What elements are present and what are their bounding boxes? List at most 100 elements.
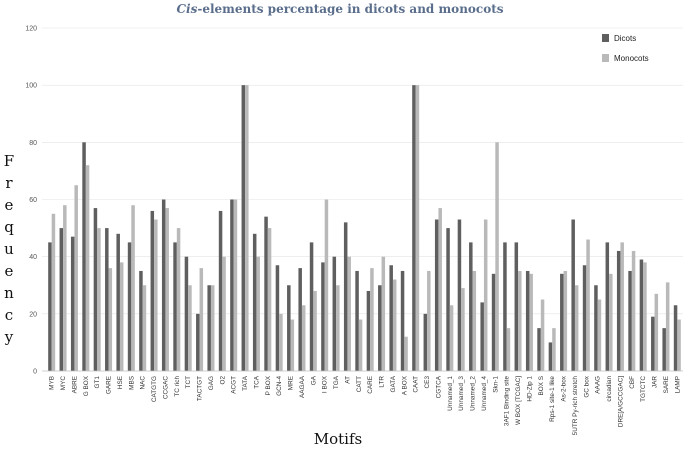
bar-dicots bbox=[355, 270, 359, 371]
bar-dicots bbox=[446, 228, 450, 371]
bar-monocots bbox=[85, 165, 90, 371]
bar-monocots bbox=[188, 285, 192, 371]
y-tick-label: 0 bbox=[33, 369, 37, 376]
bar-monocots bbox=[245, 85, 249, 372]
bar-monocots bbox=[97, 228, 101, 371]
x-tick-label: GC box bbox=[583, 375, 590, 397]
x-tick-label: MYB bbox=[49, 376, 56, 390]
bar-monocots bbox=[495, 142, 499, 371]
bar-dicots bbox=[309, 242, 314, 371]
x-tick-label: CGTCA bbox=[435, 375, 442, 398]
bar-monocots bbox=[336, 285, 340, 371]
bar-dicots bbox=[412, 85, 416, 372]
x-tick-label: CAAT bbox=[413, 376, 420, 393]
x-tick-label: AAAG bbox=[595, 376, 602, 394]
bar-dicots bbox=[594, 285, 598, 371]
bar-dicots bbox=[207, 285, 211, 371]
bar-monocots bbox=[290, 319, 295, 371]
y-tick-label: 40 bbox=[29, 254, 37, 261]
x-tick-label: CBF bbox=[629, 376, 636, 389]
bar-monocots bbox=[154, 219, 158, 371]
bar-dicots bbox=[275, 265, 280, 371]
bar-monocots bbox=[529, 273, 533, 371]
bar-monocots bbox=[51, 213, 56, 371]
bar-monocots bbox=[233, 199, 238, 371]
bar-dicots bbox=[196, 313, 200, 371]
bar-monocots bbox=[63, 205, 67, 371]
bar-dicots bbox=[673, 305, 678, 371]
bars bbox=[48, 85, 681, 372]
bar-dicots bbox=[241, 85, 246, 372]
bar-monocots bbox=[142, 285, 147, 371]
x-tick-label: DRE[A/GCCGAC] bbox=[617, 376, 624, 427]
bar-monocots bbox=[74, 185, 78, 371]
y-tick-label: 20 bbox=[29, 311, 37, 318]
x-tick-label: GATA bbox=[390, 375, 397, 392]
bar-dicots bbox=[287, 285, 291, 371]
bar-dicots bbox=[184, 256, 189, 371]
bar-dicots bbox=[127, 242, 132, 371]
x-tick-label: AAGAA bbox=[299, 375, 306, 398]
x-tick-label: AT bbox=[344, 376, 351, 384]
bar-dicots bbox=[480, 302, 484, 371]
x-tick-label: As-2-box bbox=[561, 375, 568, 401]
x-tick-label: GAG bbox=[208, 376, 215, 390]
x-tick-label: TGA bbox=[333, 375, 340, 389]
bar-dicots bbox=[651, 316, 655, 371]
bar-monocots bbox=[552, 328, 556, 371]
bar-dicots bbox=[332, 256, 337, 371]
bar-dicots bbox=[662, 328, 666, 371]
bar-monocots bbox=[506, 328, 511, 371]
bar-dicots bbox=[560, 273, 564, 371]
bar-dicots bbox=[571, 219, 575, 371]
bar-monocots bbox=[279, 313, 283, 371]
x-tick-label: O2 bbox=[219, 376, 226, 385]
bar-dicots bbox=[469, 242, 473, 371]
bar-dicots bbox=[628, 270, 632, 371]
bar-monocots bbox=[461, 288, 465, 371]
x-tick-label: P BOX bbox=[265, 375, 272, 395]
bar-dicots bbox=[173, 242, 177, 371]
bar-monocots bbox=[427, 270, 431, 371]
bar-dicots bbox=[389, 265, 393, 371]
x-tick-label: TC rich bbox=[174, 376, 181, 397]
x-tick-label: MRE bbox=[288, 376, 295, 390]
x-tick-label: ACGT bbox=[231, 376, 238, 394]
legend: Dicots Monocots bbox=[602, 34, 649, 63]
x-tick-label: GT1 bbox=[94, 376, 101, 389]
x-tick-label: CATT bbox=[356, 376, 363, 392]
bar-monocots bbox=[256, 256, 260, 371]
bar-dicots bbox=[321, 262, 325, 371]
bar-monocots bbox=[324, 199, 329, 371]
x-tick-label: I BOX bbox=[322, 375, 329, 393]
bar-monocots bbox=[415, 85, 420, 372]
bar-monocots bbox=[165, 208, 169, 371]
bar-monocots bbox=[210, 285, 215, 371]
chart-title: Cis-elements percentage in dicots and mo… bbox=[176, 2, 503, 16]
y-tick-label: 100 bbox=[25, 83, 37, 90]
legend-label-dicots: Dicots bbox=[614, 34, 636, 43]
bar-monocots bbox=[483, 219, 488, 371]
x-tick-label: TCT bbox=[185, 376, 192, 389]
bar-monocots bbox=[313, 290, 317, 371]
bar-dicots bbox=[343, 222, 348, 371]
x-tick-label: TACTGT bbox=[197, 376, 204, 401]
x-tick-label: GCN-4 bbox=[276, 376, 283, 396]
bar-dicots bbox=[616, 250, 621, 371]
bar-monocots bbox=[131, 205, 135, 371]
bar-monocots bbox=[347, 256, 351, 371]
bar-monocots bbox=[404, 336, 408, 371]
bar-dicots bbox=[264, 216, 268, 371]
bar-monocots bbox=[222, 256, 226, 371]
x-tick-label: CARE bbox=[367, 376, 374, 394]
x-tick-label: circadian bbox=[606, 376, 613, 402]
bar-monocots bbox=[540, 299, 545, 371]
bar-monocots bbox=[586, 239, 590, 371]
bar-monocots bbox=[199, 268, 204, 371]
bar-dicots bbox=[93, 208, 98, 371]
bar-dicots bbox=[548, 342, 553, 371]
x-tick-label: BOX S bbox=[538, 376, 545, 396]
x-tick-label: 5UTR Py-rich stretch bbox=[572, 376, 579, 436]
x-tick-label: Rps-1 site-1 like bbox=[549, 376, 556, 422]
bar-monocots bbox=[631, 250, 636, 371]
